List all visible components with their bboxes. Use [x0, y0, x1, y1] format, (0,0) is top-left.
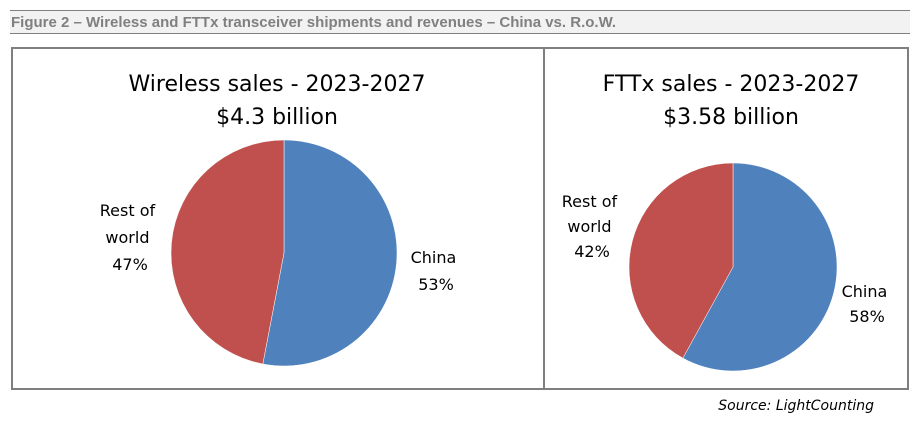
wireless-label-row-value: 47% [112, 255, 148, 274]
source-note: Source: LightCounting [718, 398, 874, 414]
wireless-label-china: China 53% [411, 248, 462, 294]
fttx-label-china-name: China [842, 282, 888, 301]
fttx-pie-slices [628, 162, 838, 372]
wireless-label-china-value: 53% [418, 275, 454, 294]
fttx-label-row-value: 42% [574, 242, 610, 261]
wireless-label-row-line1: Rest of [100, 201, 156, 220]
wireless-label-china-name: China [411, 248, 457, 267]
panel-divider [543, 47, 545, 390]
wireless-chart-title: Wireless sales - 2023-2027 [129, 72, 426, 97]
wireless-pie-slices [170, 139, 398, 367]
fttx-label-china-value: 58% [849, 307, 885, 326]
wireless-label-row-line2: world [105, 228, 149, 247]
figure-title: Figure 2 – Wireless and FTTx transceiver… [10, 10, 910, 34]
wireless-slice-rest-of-world [170, 139, 285, 365]
fttx-pie-chart: FTTx sales - 2023-2027 $3.58 billion Chi… [562, 72, 893, 372]
fttx-slice-rest-of-world [628, 162, 734, 359]
fttx-label-row-line2: world [567, 217, 611, 236]
fttx-chart-title: FTTx sales - 2023-2027 [603, 72, 860, 97]
fttx-label-row: Rest of world 42% [562, 192, 622, 261]
fttx-label-row-line1: Rest of [562, 192, 618, 211]
wireless-chart-subtitle: $4.3 billion [216, 105, 338, 130]
wireless-label-row: Rest of world 47% [100, 201, 160, 274]
wireless-pie-chart: Wireless sales - 2023-2027 $4.3 billion … [100, 72, 462, 367]
fttx-chart-subtitle: $3.58 billion [663, 105, 799, 130]
fttx-slice-china [682, 162, 838, 372]
chart-panels-frame [11, 47, 909, 390]
fttx-label-china: China 58% [842, 282, 893, 326]
wireless-slice-china [262, 139, 398, 367]
